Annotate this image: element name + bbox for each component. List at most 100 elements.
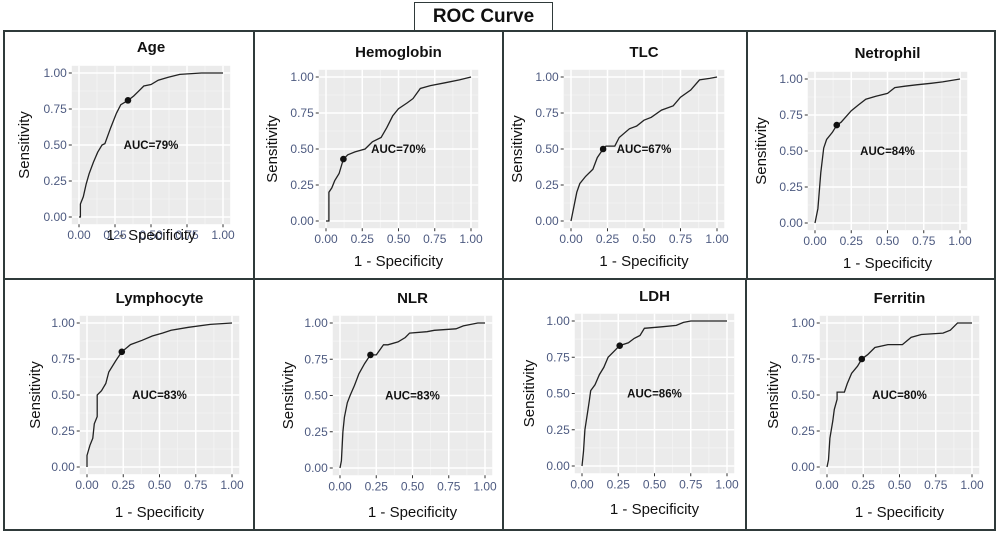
y-tick-label: 0.25 — [535, 178, 559, 192]
x-tick-label: 0.75 — [175, 228, 199, 242]
roc-curve-line — [814, 78, 961, 224]
y-tick-label: 0.25 — [779, 180, 803, 194]
panel-grid-frame — [3, 30, 996, 531]
panel-title: Lymphocyte — [116, 290, 204, 307]
y-tick-label: 0.50 — [43, 138, 67, 152]
x-tick-label: 1.00 — [473, 479, 497, 493]
y-tick-label: 1.00 — [43, 66, 67, 80]
x-tick-label: 1.00 — [211, 228, 235, 242]
y-tick-label: 0.50 — [535, 142, 559, 156]
x-axis-label: 1 - Specificity — [115, 504, 205, 521]
cutoff-point — [599, 145, 607, 153]
roc-panel-nlr: 0.000.00 0.25 0.25 0.50 0.50 0.75 0.75 1.00 1.00… — [280, 290, 497, 521]
x-tick-label: 0.25 — [351, 232, 375, 246]
y-axis-label: Sensitivity — [264, 115, 281, 183]
x-tick-label: 0.50 — [643, 477, 667, 491]
auc-annotation: AUC=67% — [617, 144, 672, 156]
x-tick-label: 0.25 — [103, 228, 127, 242]
cutoff-point — [367, 351, 374, 359]
x-tick-label: 0.50 — [888, 478, 912, 492]
panel-title: Hemoglobin — [355, 44, 442, 61]
y-tick-label: 0.50 — [290, 142, 314, 156]
y-tick-label: 0.25 — [51, 424, 75, 438]
y-tick-label: 1.00 — [304, 316, 328, 330]
y-tick-label: 0.75 — [791, 352, 815, 366]
y-tick-label: 0.25 — [304, 425, 328, 439]
y-tick-label: 0.00 — [546, 459, 570, 473]
cutoff-point — [118, 348, 126, 356]
y-tick-label: 0.75 — [304, 352, 328, 366]
x-tick-label: 0.75 — [924, 478, 948, 492]
x-tick-label: 0.00 — [815, 478, 839, 492]
x-tick-label: 0.75 — [184, 478, 208, 492]
x-tick-label: 1.00 — [960, 478, 984, 492]
divider-vertical-2 — [502, 30, 504, 531]
roc-curve-line — [326, 76, 472, 222]
y-axis-label: Sensitivity — [27, 361, 44, 429]
x-axis-label: 1 - Specificity — [354, 253, 444, 270]
x-tick-label: 0.25 — [607, 477, 631, 491]
x-tick-label: 1.00 — [948, 234, 972, 248]
roc-panel-hemoglobin: 0.000.00 0.25 0.25 0.50 0.50 0.75 0.75 1.00 1.00… — [264, 44, 483, 270]
y-tick-label: 1.00 — [290, 70, 314, 84]
x-tick-label: 0.75 — [679, 477, 703, 491]
x-tick-label: 0.25 — [112, 478, 136, 492]
x-tick-label: 0.75 — [423, 232, 447, 246]
x-tick-label: 0.50 — [401, 479, 425, 493]
divider-horizontal — [3, 278, 996, 280]
y-tick-label: 0.25 — [290, 178, 314, 192]
x-tick-label: 0.50 — [148, 478, 172, 492]
panel-title: TLC — [629, 44, 658, 61]
y-tick-label: 0.50 — [779, 144, 803, 158]
auc-annotation: AUC=84% — [860, 146, 915, 158]
y-tick-label: 0.50 — [304, 389, 328, 403]
figure-title: ROC Curve — [414, 2, 553, 30]
y-tick-label: 0.00 — [51, 460, 75, 474]
x-tick-label: 0.00 — [314, 232, 338, 246]
x-tick-label: 1.00 — [715, 477, 739, 491]
x-tick-label: 0.50 — [387, 232, 411, 246]
y-tick-label: 0.00 — [304, 461, 328, 475]
y-tick-label: 0.75 — [43, 102, 67, 116]
y-tick-label: 0.25 — [43, 174, 67, 188]
y-tick-label: 0.00 — [43, 210, 67, 224]
auc-annotation: AUC=79% — [124, 140, 179, 152]
roc-panel-netrophil: 0.000.00 0.25 0.25 0.50 0.50 0.75 0.75 1.00 1.00… — [753, 45, 972, 272]
y-tick-label: 1.00 — [791, 316, 815, 330]
roc-curve-line — [581, 320, 727, 467]
x-axis-label: 1 - Specificity — [106, 227, 196, 244]
y-tick-label: 0.50 — [546, 387, 570, 401]
x-tick-label: 0.75 — [912, 234, 936, 248]
divider-vertical-1 — [253, 30, 255, 531]
y-tick-label: 0.00 — [791, 460, 815, 474]
x-tick-label: 1.00 — [459, 232, 483, 246]
panel-title: LDH — [639, 288, 670, 305]
y-tick-label: 1.00 — [779, 72, 803, 86]
y-tick-label: 0.00 — [535, 214, 559, 228]
y-axis-label: Sensitivity — [753, 117, 770, 185]
x-tick-label: 0.00 — [803, 234, 827, 248]
y-tick-label: 0.50 — [791, 388, 815, 402]
x-tick-label: 0.00 — [75, 478, 99, 492]
x-tick-label: 0.00 — [67, 228, 91, 242]
y-axis-label: Sensitivity — [509, 115, 526, 183]
panel-title: Ferritin — [874, 290, 926, 307]
x-axis-label: 1 - Specificity — [599, 253, 689, 270]
roc-curve-line — [79, 72, 223, 218]
x-tick-label: 0.25 — [365, 479, 389, 493]
y-tick-label: 1.00 — [546, 314, 570, 328]
panel-title: NLR — [397, 290, 428, 307]
auc-annotation: AUC=83% — [132, 390, 187, 402]
x-axis-label: 1 - Specificity — [855, 504, 945, 521]
x-axis-label: 1 - Specificity — [368, 504, 458, 521]
y-tick-label: 0.75 — [779, 108, 803, 122]
auc-annotation: AUC=86% — [627, 389, 682, 401]
x-tick-label: 0.25 — [852, 478, 876, 492]
x-tick-label: 0.25 — [596, 232, 620, 246]
x-tick-label: 1.00 — [705, 232, 729, 246]
panel-title: Netrophil — [855, 45, 921, 62]
divider-vertical-3-bottom — [745, 279, 747, 531]
y-axis-label: Sensitivity — [16, 111, 33, 179]
divider-vertical-3-top — [746, 30, 748, 279]
